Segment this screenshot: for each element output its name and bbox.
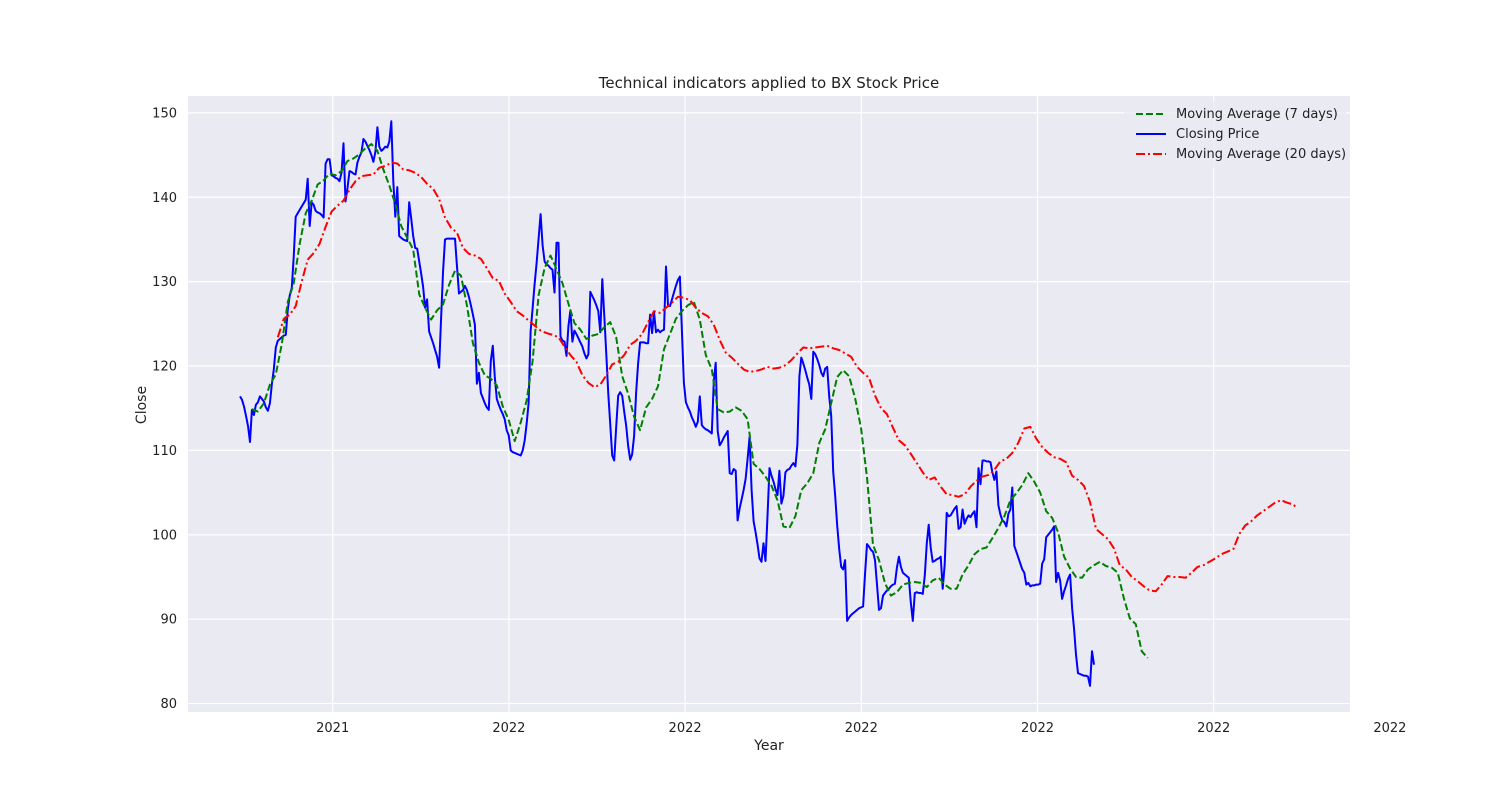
y-tick-label: 120 (152, 360, 177, 375)
series-line-close (239, 120, 1095, 687)
legend: Moving Average (7 days) Closing Price Mo… (1124, 101, 1346, 168)
y-tick-label: 110 (152, 444, 177, 459)
y-tick-labels: 80 90 100 110 120 130 140 150 (152, 106, 177, 712)
series-line-ma7 (251, 143, 1149, 659)
x-axis-label: Year (753, 738, 784, 754)
legend-item-close: Closing Price (1136, 127, 1259, 142)
y-tick-label: 130 (152, 275, 177, 290)
plot-background (188, 96, 1350, 712)
x-tick-label: 2022 (1373, 721, 1406, 736)
x-tick-labels: 2021 2022 2022 2022 2022 2022 2022 (316, 721, 1406, 736)
x-tick-label: 2022 (845, 721, 878, 736)
chart-title: Technical indicators applied to BX Stock… (598, 74, 939, 92)
legend-box (1124, 101, 1346, 168)
x-tick-label: 2022 (1021, 721, 1054, 736)
y-tick-label: 80 (160, 697, 177, 712)
x-tick-label: 2022 (1197, 721, 1230, 736)
legend-label-ma20: Moving Average (20 days) (1176, 147, 1346, 162)
y-tick-label: 140 (152, 191, 177, 206)
series-line-ma20 (276, 161, 1298, 593)
series-layer (239, 120, 1298, 687)
y-tick-label: 90 (160, 613, 177, 628)
y-axis-label: Close (134, 386, 150, 424)
x-tick-label: 2022 (669, 721, 702, 736)
legend-item-ma20: Moving Average (20 days) (1136, 147, 1346, 162)
legend-item-ma7: Moving Average (7 days) (1136, 107, 1338, 122)
y-tick-label: 150 (152, 106, 177, 121)
x-tick-label: 2021 (316, 721, 349, 736)
x-tick-label: 2022 (492, 721, 525, 736)
grid (188, 96, 1391, 712)
legend-label-close: Closing Price (1176, 127, 1259, 142)
legend-label-ma7: Moving Average (7 days) (1176, 107, 1338, 122)
y-tick-label: 100 (152, 528, 177, 543)
